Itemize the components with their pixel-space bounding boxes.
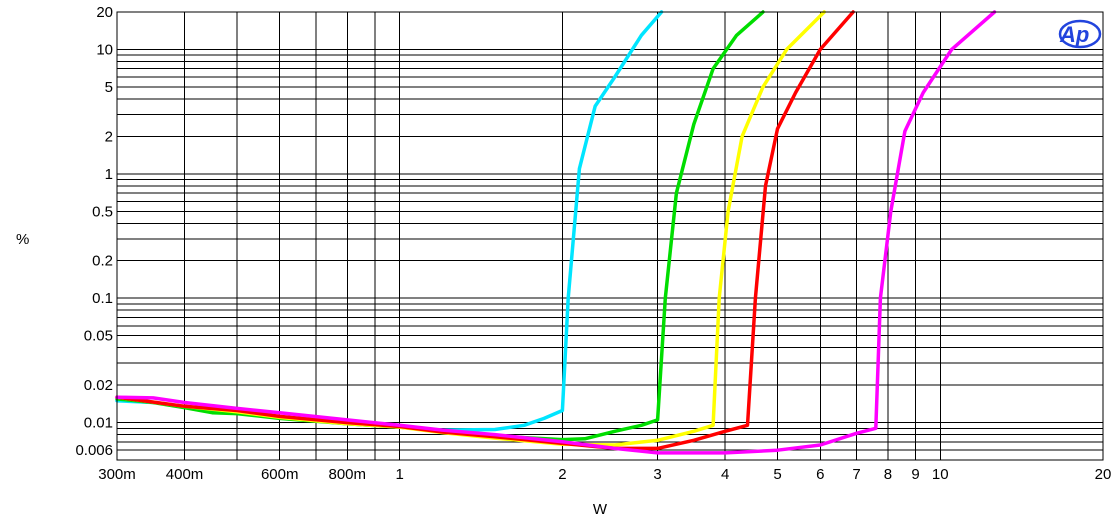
y-axis-label: % xyxy=(16,231,29,248)
y-tick-label: 5 xyxy=(105,79,113,96)
y-tick-labels: 0.006 0.01 0.02 0.05 0.1 0.2 0.5 1 2 5 10 20 xyxy=(75,4,113,459)
ap-logo: Ap xyxy=(1058,19,1102,49)
x-tick-label: 7 xyxy=(852,466,860,483)
x-tick-label: 3 xyxy=(653,466,661,483)
y-tick-label: 10 xyxy=(96,41,113,58)
series-line-5 xyxy=(115,10,997,455)
ap-logo-ring-icon xyxy=(1058,19,1102,49)
data-series xyxy=(115,10,997,455)
y-tick-label: 1 xyxy=(105,166,113,183)
x-tick-label: 8 xyxy=(884,466,892,483)
series-line-4 xyxy=(115,10,855,451)
x-tick-label: 600m xyxy=(261,466,299,483)
series-line-2 xyxy=(115,10,765,442)
x-tick-label: 1 xyxy=(395,466,403,483)
plot-frame xyxy=(116,11,1104,461)
y-tick-label: 0.01 xyxy=(84,415,113,432)
y-tick-label: 2 xyxy=(105,128,113,145)
x-tick-label: 300m xyxy=(98,466,136,483)
x-tick-label: 9 xyxy=(911,466,919,483)
x-tick-label: 400m xyxy=(166,466,204,483)
y-tick-label: 0.2 xyxy=(92,253,113,270)
y-tick-label: 0.1 xyxy=(92,290,113,307)
x-axis-label: W xyxy=(593,501,608,518)
x-tick-label: 10 xyxy=(932,466,949,483)
y-tick-label: 0.006 xyxy=(75,442,113,459)
ap-logo-text: Ap xyxy=(1059,22,1089,47)
x-tick-label: 4 xyxy=(721,466,729,483)
x-tick-label: 20 xyxy=(1095,466,1112,483)
y-tick-label: 0.02 xyxy=(84,377,113,394)
x-tick-label: 2 xyxy=(558,466,566,483)
x-tick-label: 5 xyxy=(773,466,781,483)
x-tick-label: 6 xyxy=(816,466,824,483)
y-tick-label: 20 xyxy=(96,4,113,21)
series-line-1 xyxy=(115,10,664,432)
grid-lines xyxy=(117,12,1103,460)
y-tick-label: 0.05 xyxy=(84,328,113,345)
x-tick-label: 800m xyxy=(329,466,367,483)
y-tick-label: 0.5 xyxy=(92,203,113,220)
x-tick-labels: 300m 400m 600m 800m 1 2 3 4 5 6 7 8 9 10 20 xyxy=(98,466,1111,483)
